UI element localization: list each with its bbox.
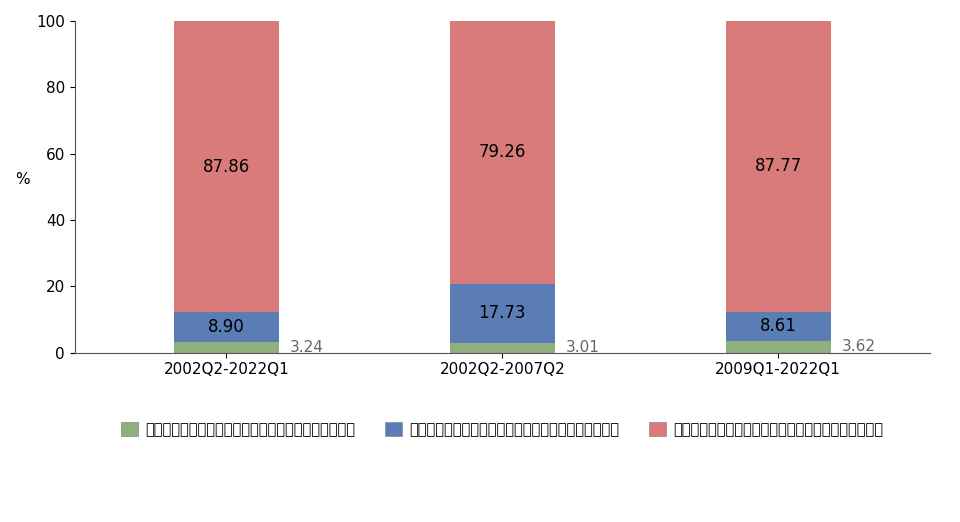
Bar — [450, 342, 555, 352]
Bar — [450, 284, 555, 342]
Y-axis label: %: % — [15, 172, 30, 187]
Bar — [174, 312, 279, 342]
Bar — [450, 21, 555, 284]
Text: 17.73: 17.73 — [478, 304, 526, 322]
Text: 79.26: 79.26 — [479, 144, 526, 161]
Text: 8.90: 8.90 — [208, 318, 245, 336]
Text: 87.77: 87.77 — [755, 158, 802, 175]
Bar — [174, 342, 279, 352]
Text: 3.24: 3.24 — [290, 340, 324, 354]
Bar — [726, 312, 830, 340]
Text: 8.61: 8.61 — [759, 317, 797, 335]
Bar — [726, 340, 830, 352]
Text: 87.86: 87.86 — [203, 158, 251, 175]
Text: 3.62: 3.62 — [842, 339, 876, 354]
Legend: ปัจจัยเฉพาะในหมวดพื้นฐาน, ปัจจัยเฉพาะในหมวดอาหารสด, ปัจจัยเฉพาะในหมวดพลังงาน: ปัจจัยเฉพาะในหมวดพื้นฐาน, ปัจจัยเฉพาะในห… — [115, 416, 890, 443]
Bar — [174, 21, 279, 312]
Bar — [726, 21, 830, 312]
Text: 3.01: 3.01 — [565, 340, 600, 355]
